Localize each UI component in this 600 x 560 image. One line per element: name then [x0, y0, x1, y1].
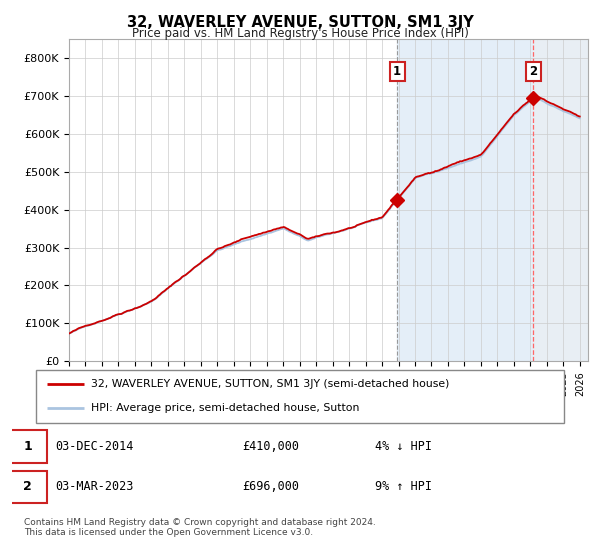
- Text: 1: 1: [393, 65, 401, 78]
- Text: 03-MAR-2023: 03-MAR-2023: [55, 480, 134, 493]
- FancyBboxPatch shape: [9, 430, 47, 463]
- Text: 4% ↓ HPI: 4% ↓ HPI: [375, 440, 432, 453]
- Text: Contains HM Land Registry data © Crown copyright and database right 2024.
This d: Contains HM Land Registry data © Crown c…: [24, 518, 376, 538]
- FancyBboxPatch shape: [36, 370, 564, 423]
- Bar: [533, 39, 588, 361]
- Text: 03-DEC-2014: 03-DEC-2014: [55, 440, 134, 453]
- Text: £410,000: £410,000: [242, 440, 299, 453]
- Text: 2: 2: [23, 480, 32, 493]
- Text: 9% ↑ HPI: 9% ↑ HPI: [375, 480, 432, 493]
- Text: HPI: Average price, semi-detached house, Sutton: HPI: Average price, semi-detached house,…: [91, 403, 360, 413]
- FancyBboxPatch shape: [9, 470, 47, 503]
- Text: 1: 1: [23, 440, 32, 453]
- Bar: [397, 39, 533, 361]
- Text: 2: 2: [529, 65, 537, 78]
- Text: £696,000: £696,000: [242, 480, 299, 493]
- Text: Price paid vs. HM Land Registry's House Price Index (HPI): Price paid vs. HM Land Registry's House …: [131, 27, 469, 40]
- Text: 32, WAVERLEY AVENUE, SUTTON, SM1 3JY: 32, WAVERLEY AVENUE, SUTTON, SM1 3JY: [127, 15, 473, 30]
- Text: 32, WAVERLEY AVENUE, SUTTON, SM1 3JY (semi-detached house): 32, WAVERLEY AVENUE, SUTTON, SM1 3JY (se…: [91, 379, 450, 389]
